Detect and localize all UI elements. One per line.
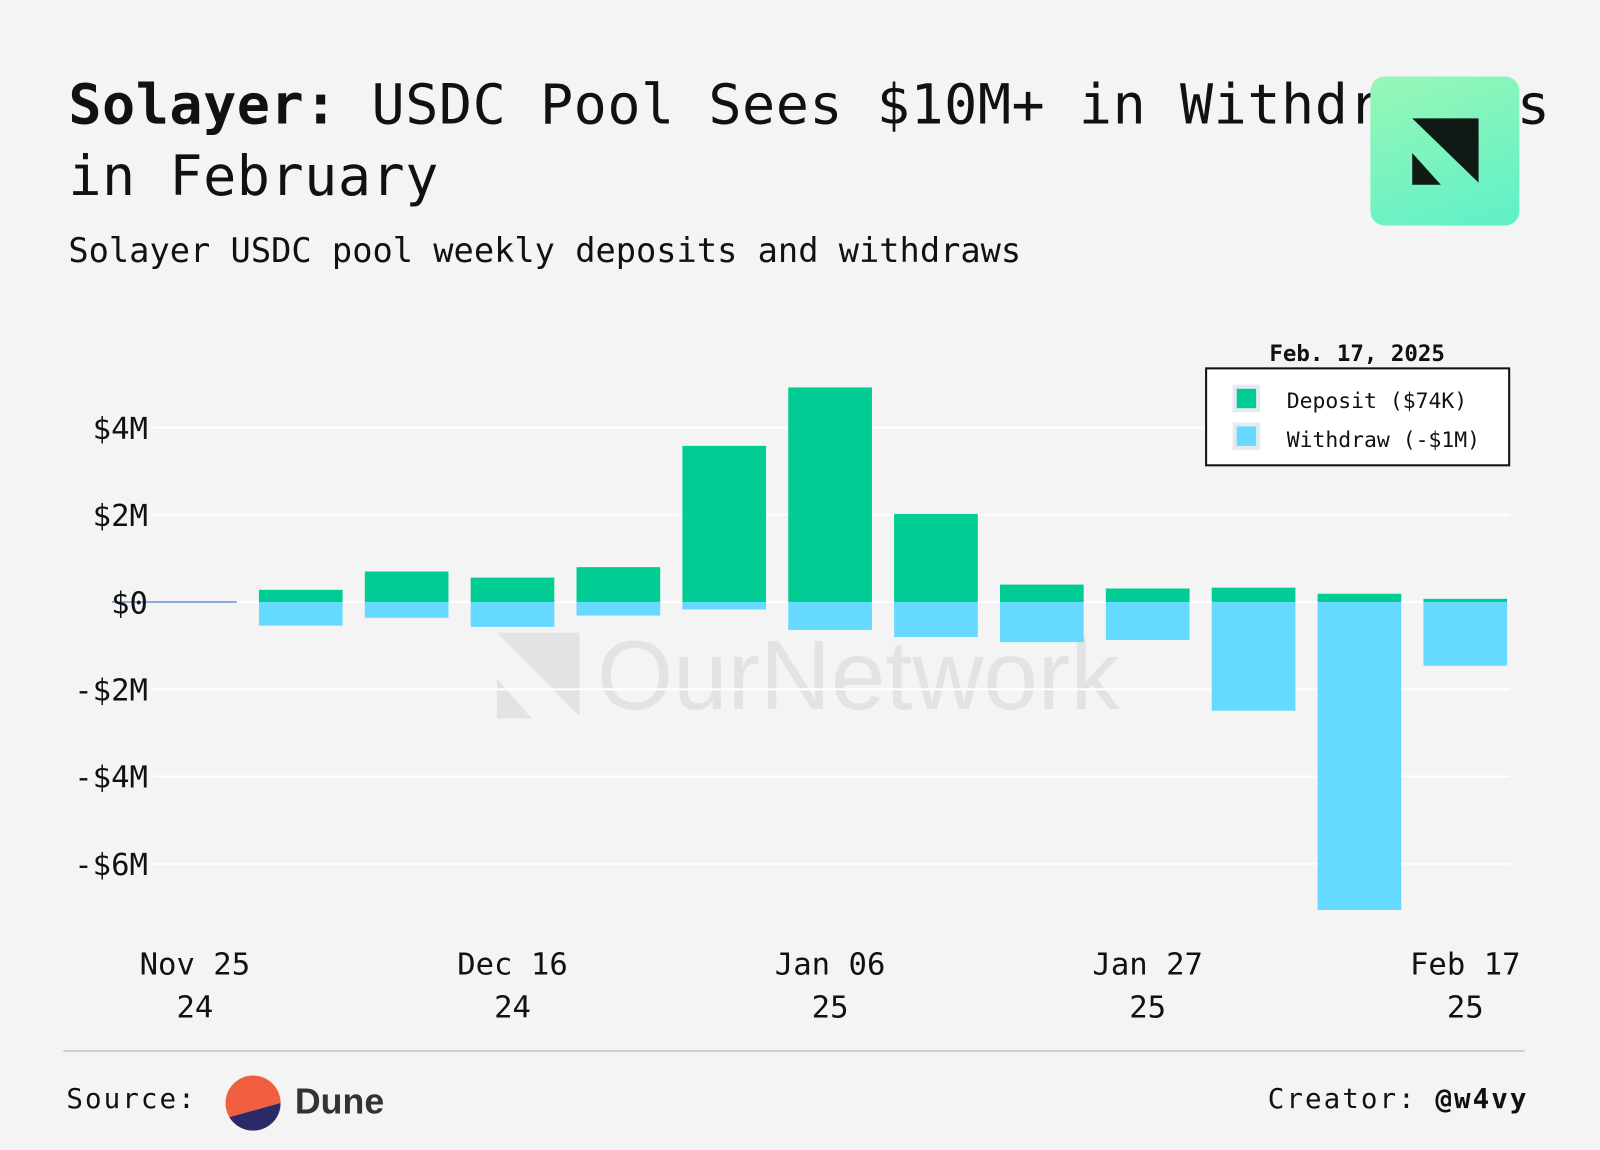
bar-deposit <box>999 584 1084 603</box>
bar-withdraw <box>1423 602 1508 666</box>
bar-withdraw <box>364 602 449 618</box>
y-tick-label: $0 <box>111 586 148 621</box>
x-tick-year: 25 <box>812 990 849 1025</box>
bar-deposit <box>1423 598 1508 603</box>
bar-withdraw <box>1105 602 1190 640</box>
y-tick-label: -$4M <box>74 761 148 796</box>
legend-swatch-withdraw <box>1236 426 1257 446</box>
bar-deposit <box>364 571 449 603</box>
x-tick-year: 25 <box>1129 990 1166 1025</box>
title-bold: Solayer: <box>68 72 338 137</box>
footer-divider <box>63 1049 1525 1053</box>
x-tick-label: Feb 17 <box>1410 947 1521 982</box>
x-tick-label: Jan 27 <box>1092 947 1203 982</box>
y-tick-label: -$6M <box>74 848 148 883</box>
x-tick-year: 24 <box>494 990 531 1025</box>
bar-withdraw <box>999 602 1084 643</box>
source-label: Source: <box>66 1083 197 1116</box>
legend-label-deposit: Deposit ($74K) <box>1287 389 1467 414</box>
bar-deposit <box>576 567 661 603</box>
legend: Feb. 17, 2025 Deposit ($74K) Withdraw (-… <box>1205 341 1511 467</box>
y-tick-label: -$2M <box>74 674 148 709</box>
bar-withdraw <box>894 602 978 637</box>
bar-withdraw <box>788 602 872 630</box>
creator: Creator: @w4vy <box>1268 1084 1529 1116</box>
bar-withdraw <box>576 602 661 616</box>
bar-deposit <box>682 445 767 603</box>
subtitle: Solayer USDC pool weekly deposits and wi… <box>68 230 1022 271</box>
legend-swatch-deposit <box>1236 388 1257 409</box>
page-title: Solayer: USDC Pool Sees $10M+ in Withdra… <box>68 69 1600 212</box>
creator-handle: @w4vy <box>1435 1083 1529 1116</box>
y-tick-label: $4M <box>93 412 148 447</box>
title-rest: USDC Pool Sees $10M+ in Withdrawals in F… <box>68 72 1551 209</box>
bar-withdraw <box>1211 602 1296 711</box>
x-tick-label: Nov 25 <box>140 947 251 982</box>
bar-deposit <box>788 387 872 603</box>
dune-logo-icon <box>225 1075 281 1131</box>
bar-deposit <box>894 513 978 603</box>
source-name: Dune <box>294 1081 385 1122</box>
legend-title: Feb. 17, 2025 <box>1269 341 1445 367</box>
bar-deposit <box>470 577 555 603</box>
ournetwork-logo <box>1370 76 1520 226</box>
bar-withdraw <box>682 602 767 610</box>
bar-deposit <box>1211 587 1296 603</box>
legend-label-withdraw: Withdraw (-$1M) <box>1287 428 1480 453</box>
bar-withdraw <box>258 602 343 626</box>
x-tick-label: Dec 16 <box>457 947 568 982</box>
x-tick-year: 24 <box>176 990 213 1025</box>
bar-withdraw <box>1317 602 1402 911</box>
bar-chart: OurNetwork $4M$2M$0-$2M-$4M-$6M Nov 2524… <box>74 341 1521 1025</box>
x-tick-year: 25 <box>1447 990 1484 1025</box>
creator-label: Creator: <box>1267 1083 1417 1116</box>
x-tick-label: Jan 06 <box>775 947 886 982</box>
bar-deposit <box>1317 593 1402 603</box>
bar-deposit <box>258 589 343 603</box>
ournetwork-logo-icon <box>1412 118 1479 185</box>
bar-deposit <box>1105 588 1190 603</box>
y-tick-label: $2M <box>93 499 148 534</box>
bar-withdraw <box>470 602 555 627</box>
